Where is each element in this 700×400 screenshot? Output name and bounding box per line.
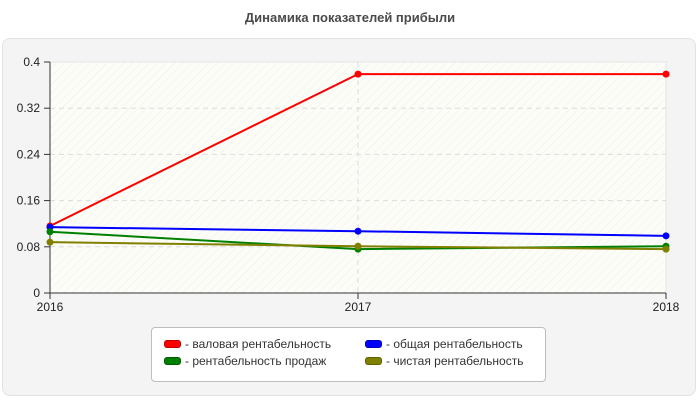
legend-item-overall-margin[interactable]: - общая рентабельность	[365, 336, 523, 352]
x-tick-label: 2017	[345, 300, 372, 314]
x-tick-label: 2016	[37, 300, 64, 314]
data-point	[46, 228, 54, 236]
y-tick-label: 0.32	[17, 101, 41, 115]
data-point	[662, 245, 670, 253]
y-tick-label: 0.08	[17, 240, 41, 254]
legend-item-sales-margin[interactable]: - рентабельность продаж	[164, 353, 326, 369]
data-point	[46, 238, 54, 246]
y-tick-label: 0.4	[23, 55, 40, 69]
legend-label: - общая рентабельность	[386, 337, 523, 351]
plot-area	[49, 61, 667, 294]
y-tick-label: 0.24	[17, 147, 41, 161]
data-point	[662, 70, 670, 78]
legend: - валовая рентабельность - общая рентабе…	[151, 327, 546, 382]
legend-item-gross-margin[interactable]: - валовая рентабельность	[164, 336, 331, 352]
legend-item-net-margin[interactable]: - чистая рентабельность	[365, 353, 523, 369]
legend-swatch-blue	[365, 340, 382, 348]
data-point	[354, 242, 362, 250]
chart-title: Динамика показателей прибыли	[244, 10, 456, 25]
data-point	[354, 70, 362, 78]
x-tick-label: 2018	[653, 300, 680, 314]
legend-label: - рентабельность продаж	[185, 354, 327, 368]
legend-swatch-olive	[365, 357, 382, 365]
series-lines	[46, 70, 670, 253]
legend-label: - чистая рентабельность	[386, 354, 524, 368]
legend-swatch-green	[164, 357, 181, 365]
legend-swatch-red	[164, 340, 181, 348]
legend-label: - валовая рентабельность	[185, 337, 332, 351]
y-tick-label: 0	[33, 286, 40, 300]
y-tick-label: 0.16	[17, 194, 41, 208]
data-point	[662, 232, 670, 240]
axes: 0 0.08 0.16 0.24 0.32 0.4 2016 2017 2018	[17, 55, 680, 314]
data-point	[354, 227, 362, 235]
